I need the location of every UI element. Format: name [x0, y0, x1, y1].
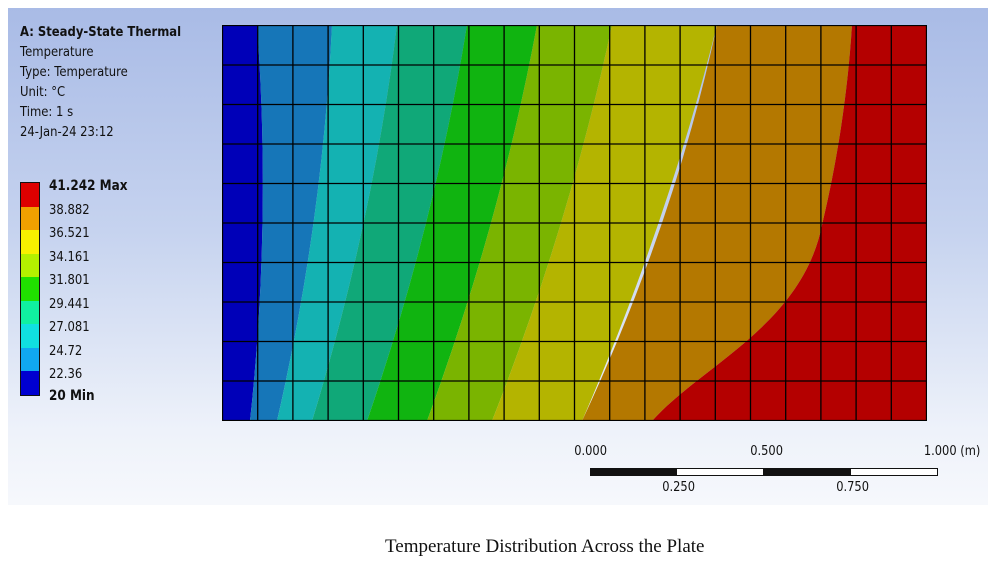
figure-caption: Temperature Distribution Across the Plat…: [385, 536, 705, 557]
scale-label: 0.750: [836, 480, 869, 495]
scale-label: 1.000 (m): [923, 444, 981, 459]
scale-segment: [676, 468, 764, 476]
legend-swatch: [21, 230, 39, 254]
scale-label: 0.000: [574, 444, 607, 459]
analysis-title: A: Steady-State Thermal: [20, 24, 182, 40]
legend-swatch: [21, 347, 39, 372]
legend-value: 36.521: [49, 225, 90, 241]
legend-value: 27.081: [49, 319, 90, 335]
temperature-contour-plot[interactable]: [222, 25, 927, 421]
result-time: Time: 1 s: [20, 104, 74, 120]
result-type: Type: Temperature: [20, 64, 128, 80]
result-name: Temperature: [20, 44, 94, 60]
legend-swatch: [21, 206, 39, 231]
temperature-band: [652, 25, 927, 421]
scale-segment: [590, 468, 677, 476]
legend-swatch: [21, 253, 39, 278]
legend-max-label: 41.242 Max: [49, 178, 128, 194]
result-unit: Unit: °C: [20, 84, 66, 100]
scale-segment: [850, 468, 938, 476]
legend-value: 38.882: [49, 202, 90, 218]
legend-swatch: [21, 300, 39, 325]
scale-label: 0.250: [662, 480, 695, 495]
legend-swatch: [21, 183, 39, 207]
scale-label: 0.500: [750, 444, 783, 459]
legend-swatch: [21, 324, 39, 348]
graphics-viewport[interactable]: A: Steady-State Thermal Temperature Type…: [8, 8, 988, 505]
legend-min-label: 20 Min: [49, 388, 95, 404]
scale-segment: [763, 468, 851, 476]
result-date: 24-Jan-24 23:12: [20, 124, 114, 140]
legend-value: 22.36: [49, 366, 83, 382]
legend-color-bar: [20, 182, 40, 396]
scale-bar: 0.000 0.500 1.000 (m) 0.250 0.750: [568, 444, 988, 504]
legend-value: 34.161: [49, 249, 90, 265]
legend-swatch: [21, 371, 39, 395]
legend-value: 29.441: [49, 296, 90, 312]
legend-value: 31.801: [49, 272, 90, 288]
legend-value: 24.72: [49, 343, 83, 359]
result-info-panel: A: Steady-State Thermal Temperature Type…: [20, 22, 181, 142]
legend-swatch: [21, 277, 39, 301]
